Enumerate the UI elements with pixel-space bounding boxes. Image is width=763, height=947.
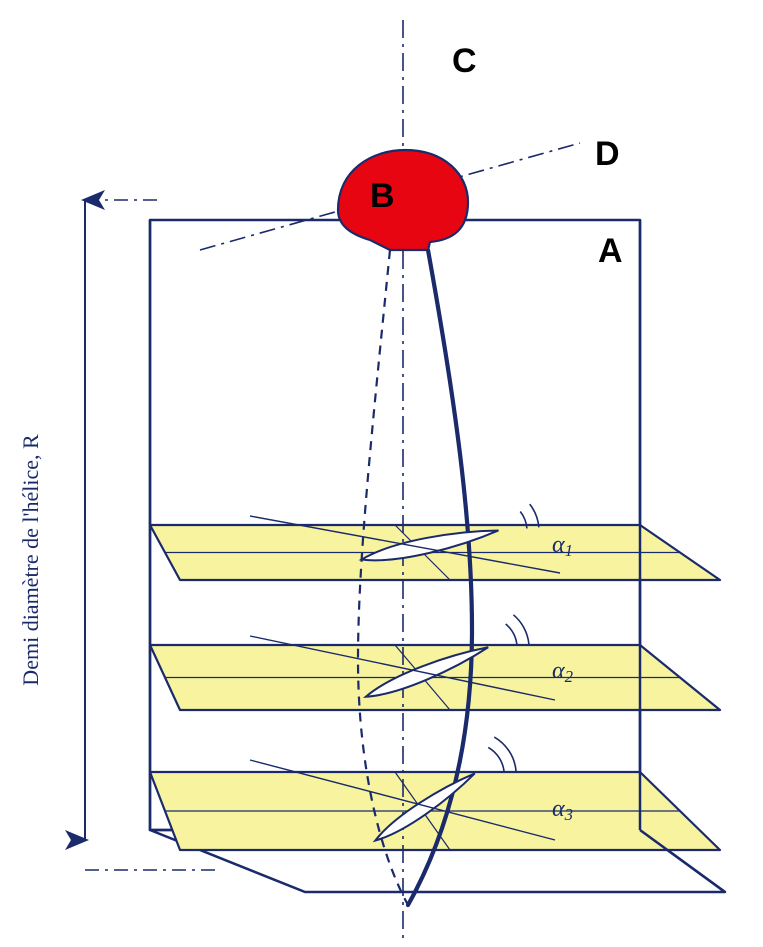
h-plane-3	[150, 772, 720, 850]
label-B: B	[370, 177, 395, 215]
hub-shape	[338, 150, 468, 250]
diagram-canvas: ABCDα1α2α3Demi diamètre de l'hélice, R	[0, 0, 763, 947]
label-A: A	[598, 232, 623, 270]
h-plane-2	[150, 645, 720, 710]
label-C: C	[452, 42, 477, 80]
radius-label: Demi diamètre de l'hélice, R	[18, 434, 43, 686]
label-D: D	[595, 135, 620, 173]
